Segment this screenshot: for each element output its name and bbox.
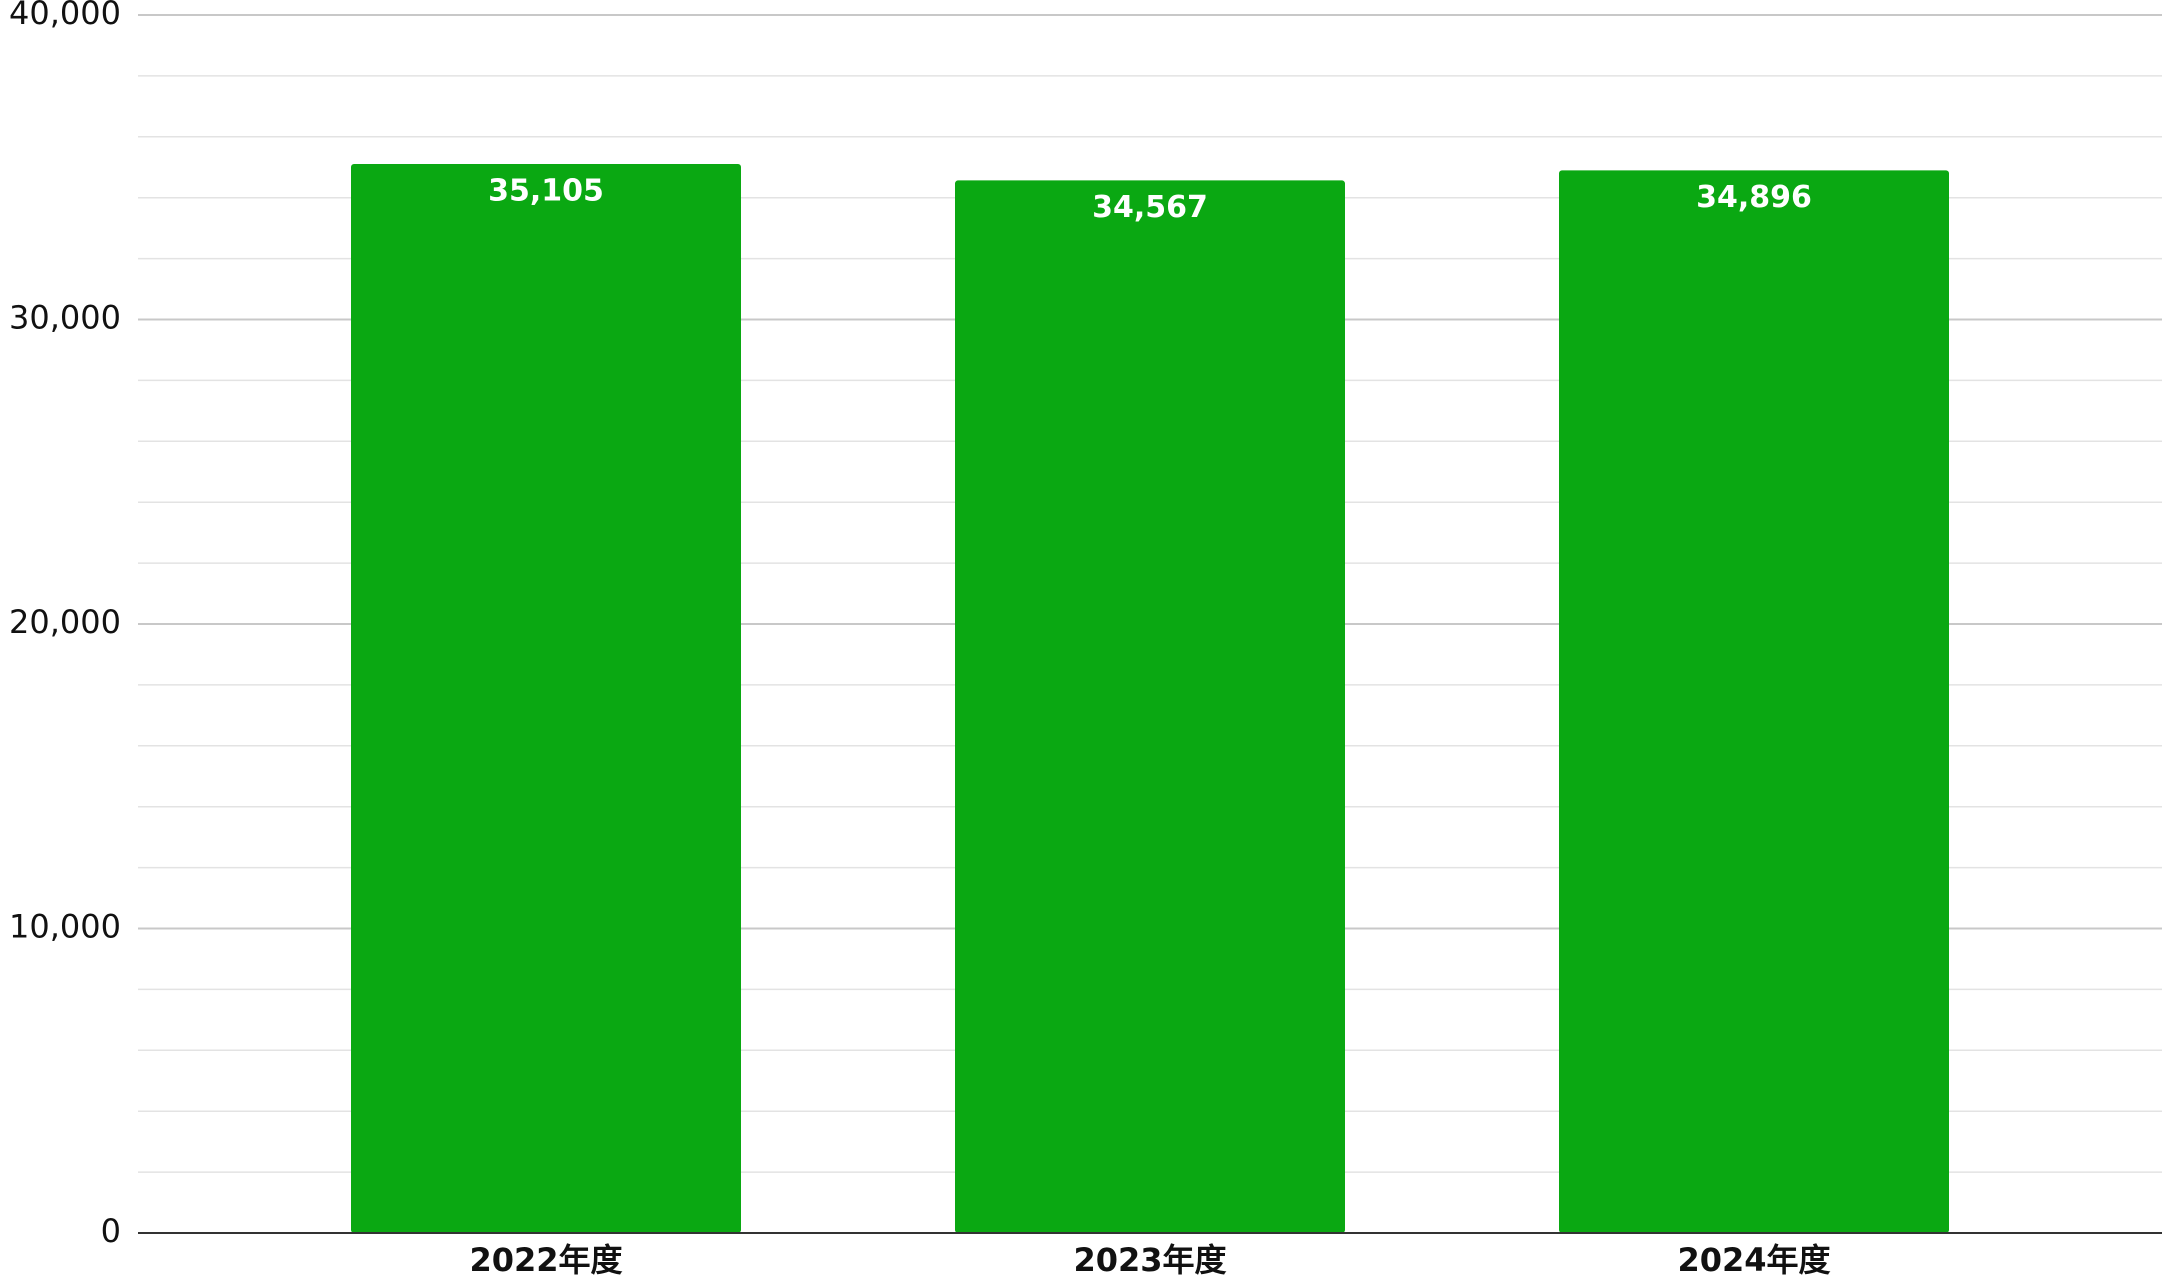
x-tick-label: 2024年度 bbox=[1677, 1241, 1830, 1278]
bar bbox=[955, 180, 1345, 1234]
y-tick-label: 30,000 bbox=[9, 299, 121, 337]
value-label: 35,105 bbox=[488, 174, 604, 209]
y-tick-label: 10,000 bbox=[9, 908, 121, 946]
x-tick-label: 2023年度 bbox=[1073, 1241, 1226, 1278]
y-tick-label: 40,000 bbox=[9, 0, 121, 32]
y-tick-label: 20,000 bbox=[9, 603, 121, 641]
y-tick-label: 0 bbox=[101, 1212, 121, 1250]
value-label: 34,896 bbox=[1696, 180, 1812, 215]
x-tick-label: 2022年度 bbox=[469, 1241, 622, 1278]
bar bbox=[351, 164, 741, 1234]
bar bbox=[1559, 170, 1949, 1234]
value-label: 34,567 bbox=[1092, 190, 1208, 225]
